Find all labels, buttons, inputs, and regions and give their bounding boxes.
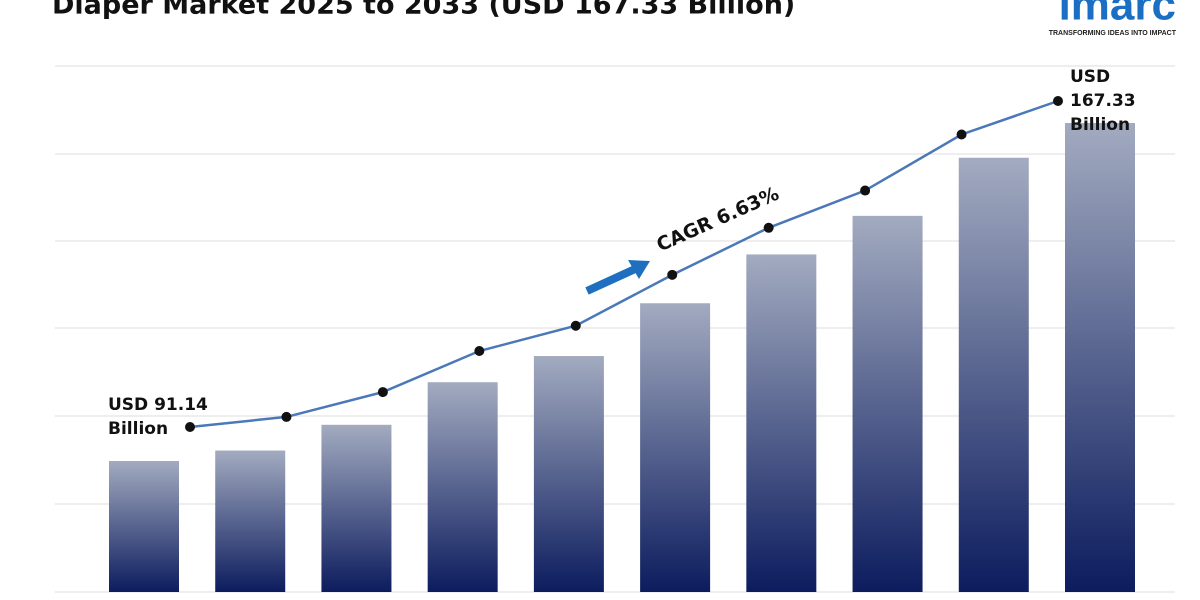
- trend-point: [570, 320, 581, 331]
- bar: [321, 424, 392, 592]
- line-layer: [185, 96, 1063, 432]
- trend-point: [281, 411, 292, 422]
- cagr-annotation: CAGR 6.63%: [653, 183, 782, 257]
- bar: [1065, 123, 1135, 592]
- value-label: USD 91.14 Billion: [108, 395, 208, 439]
- cagr-arrow: [585, 265, 637, 295]
- bar: [427, 382, 498, 592]
- bars: [109, 123, 1135, 593]
- trend-point: [860, 185, 871, 196]
- logo: imarc: [1059, 0, 1176, 30]
- bar: [640, 303, 711, 592]
- bar: [958, 157, 1029, 592]
- bar: [852, 215, 923, 592]
- trend-line: [189, 99, 1059, 429]
- trend-point: [956, 129, 967, 140]
- trend-point: [474, 346, 485, 357]
- trend-point: [667, 269, 678, 280]
- trend-point: [185, 422, 195, 432]
- chart-title: Diaper Market 2025 to 2033 (USD 167.33 B…: [52, 0, 795, 21]
- trend-point: [377, 387, 388, 398]
- cagr-arrowhead: [628, 260, 650, 279]
- trend-point: [763, 222, 774, 233]
- bar: [533, 356, 604, 592]
- value-label: USD 167.33 Billion: [1070, 67, 1136, 135]
- bar: [215, 450, 286, 592]
- bar: [109, 461, 179, 592]
- bar: [746, 254, 817, 593]
- logo-tagline: TRANSFORMING IDEAS INTO IMPACT: [1049, 30, 1177, 37]
- trend-point: [1053, 96, 1063, 106]
